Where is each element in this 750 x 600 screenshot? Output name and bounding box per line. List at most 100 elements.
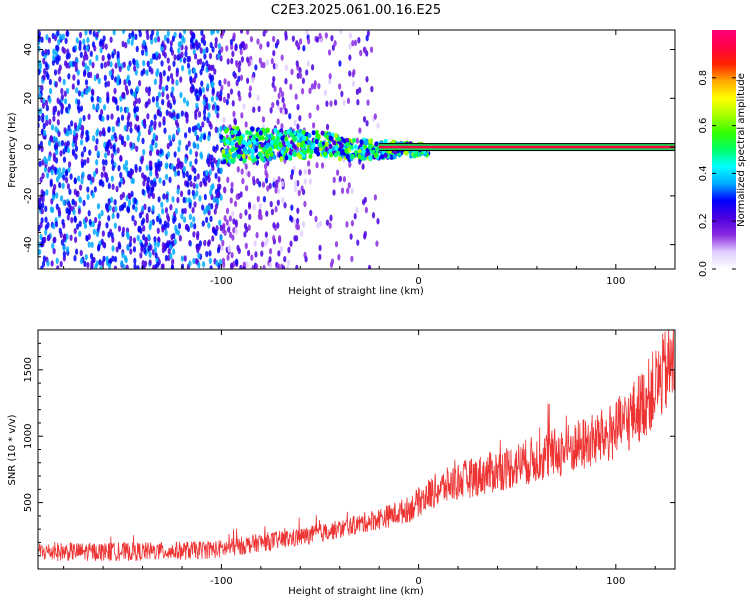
spectral-blob <box>183 132 188 139</box>
cluster-blob <box>352 137 357 143</box>
spectral-blob <box>142 180 146 187</box>
spectral-blob <box>98 179 102 187</box>
spectral-blob <box>80 91 84 98</box>
spectral-blob <box>115 246 119 253</box>
spectral-blob <box>248 91 252 99</box>
spectral-blob <box>188 260 192 267</box>
spectral-blob <box>61 46 65 53</box>
spectral-blob <box>55 176 60 183</box>
spectral-blob <box>204 96 209 104</box>
spectral-blob <box>141 172 145 179</box>
spectral-blob <box>205 46 209 54</box>
spectral-blob <box>45 172 50 179</box>
spectral-blob <box>39 194 43 201</box>
spectral-blob <box>135 45 139 53</box>
cluster-blob <box>231 146 236 152</box>
spectral-blob <box>305 30 309 36</box>
spectral-blob <box>296 42 300 49</box>
spectral-blob <box>328 73 332 80</box>
spectral-blob <box>244 43 248 50</box>
spectral-blob <box>151 96 156 103</box>
spectral-blob <box>376 122 380 129</box>
spectral-blob <box>57 38 61 46</box>
spectral-blob <box>192 141 196 148</box>
spectral-blob <box>216 186 221 194</box>
spectral-blob <box>163 44 167 51</box>
spectral-blob <box>110 152 115 160</box>
spectral-blob <box>49 206 54 213</box>
spectral-blob <box>52 223 56 230</box>
spectral-blob <box>80 132 84 140</box>
spectral-blob <box>195 39 199 47</box>
spectral-blob <box>92 30 96 38</box>
spectral-blob <box>71 83 75 90</box>
spectral-blob <box>61 218 65 226</box>
spectral-blob <box>160 263 164 269</box>
spectral-blob <box>229 197 233 204</box>
spectral-blob <box>210 161 215 168</box>
cluster-blob <box>291 143 296 149</box>
spectral-blob <box>325 123 330 131</box>
spectral-blob <box>247 170 251 178</box>
spectral-blob <box>42 68 47 75</box>
spectral-blob <box>205 60 209 67</box>
spectral-blob <box>187 126 192 134</box>
spectral-blob <box>308 178 312 185</box>
spectral-blob <box>83 260 87 268</box>
cluster-blob <box>361 149 366 155</box>
spectral-blob <box>91 220 95 228</box>
spectral-blob <box>123 124 127 132</box>
spectral-blob <box>143 260 148 267</box>
spectral-blob <box>362 116 367 123</box>
spectral-blob <box>152 264 156 269</box>
spectrogram-frame <box>37 29 676 270</box>
spectral-blob <box>68 203 72 210</box>
spectral-blob <box>214 172 218 179</box>
spectral-blob <box>181 34 185 42</box>
spectral-blob <box>141 137 145 145</box>
signal-line <box>379 145 675 149</box>
spectral-blob <box>226 92 231 100</box>
spectral-blob <box>219 89 223 97</box>
spectral-blob <box>87 85 91 93</box>
spectral-blob <box>114 62 118 69</box>
cluster-blob <box>237 139 242 145</box>
spectral-blob <box>221 30 225 37</box>
spectral-blob <box>182 30 187 35</box>
spectral-blob <box>90 96 95 103</box>
spectral-blob <box>310 64 315 71</box>
spectral-blob <box>203 239 207 247</box>
spectral-blob <box>229 38 234 46</box>
cluster-blob <box>233 129 238 135</box>
spectral-blob <box>74 248 79 255</box>
spectral-blob <box>59 195 64 202</box>
spectral-blob <box>168 110 172 118</box>
spectral-blob <box>119 106 123 113</box>
spectral-blob <box>128 32 132 40</box>
spectral-blob <box>65 106 69 114</box>
spectral-blob <box>134 205 138 213</box>
spectral-blob <box>165 162 169 169</box>
spectral-blob <box>142 265 146 269</box>
spectral-blob <box>220 46 224 53</box>
spectral-blob <box>247 201 252 209</box>
spectral-blob <box>92 103 96 111</box>
spectral-blob <box>287 246 291 254</box>
spectral-blob <box>268 261 272 269</box>
spectral-blob <box>170 91 174 98</box>
spectral-blob <box>265 237 269 245</box>
cluster-blob <box>332 140 337 146</box>
spectral-blob <box>112 144 116 151</box>
spectral-blob <box>217 158 221 165</box>
spectral-blob <box>39 140 44 148</box>
spectral-blob <box>70 216 74 224</box>
spectral-blob <box>227 226 231 233</box>
spectral-blob <box>149 179 154 187</box>
spectral-blob <box>185 170 189 178</box>
spectral-blob <box>234 44 238 52</box>
spectral-blob <box>223 229 227 236</box>
colorbar-tick-label: 0.4 <box>698 165 709 181</box>
spectral-blob <box>243 231 247 238</box>
x-tick-label: 0 <box>415 576 421 587</box>
cluster-blob <box>298 154 303 160</box>
